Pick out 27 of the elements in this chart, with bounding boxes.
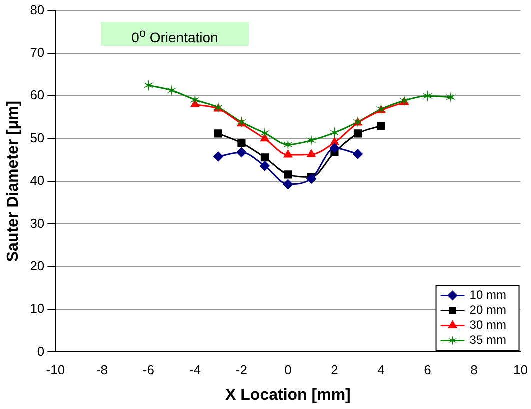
x-tick-label: 10: [514, 362, 528, 378]
x-tick-label: -8: [96, 362, 108, 378]
y-tick-label: 60: [30, 88, 45, 103]
x-tick-label: 8: [470, 362, 478, 378]
x-tick-label: -4: [189, 362, 201, 378]
y-axis-title: Sauter Diameter [µm]: [5, 100, 22, 262]
y-tick-label: 70: [30, 45, 45, 60]
y-tick-label: 20: [30, 258, 45, 274]
x-tick-label: -6: [142, 362, 154, 378]
y-tick-label: 50: [30, 130, 45, 146]
x-tick-label: 0: [284, 362, 292, 378]
legend-label: 35 mm: [470, 333, 506, 348]
x-tick-label: -2: [236, 362, 248, 378]
note-box: 0$^{o}$ Orientation: [101, 22, 249, 46]
y-tick-label: 80: [30, 2, 45, 18]
x-tick-label: 2: [331, 362, 338, 378]
y-tick-label: 10: [30, 301, 45, 316]
y-tick-label: 40: [30, 173, 45, 188]
y-tick-label: 30: [30, 216, 45, 231]
x-tick-label: -10: [46, 362, 66, 378]
x-axis-title: X Location [mm]: [226, 386, 351, 404]
x-tick-label: 4: [378, 362, 385, 378]
legend-label: 30 mm: [470, 318, 506, 332]
y-tick-label: 0: [37, 344, 45, 359]
x-tick-label: 6: [424, 362, 432, 378]
legend-label: 20 mm: [470, 303, 506, 318]
legend-label: 10 mm: [470, 288, 506, 302]
